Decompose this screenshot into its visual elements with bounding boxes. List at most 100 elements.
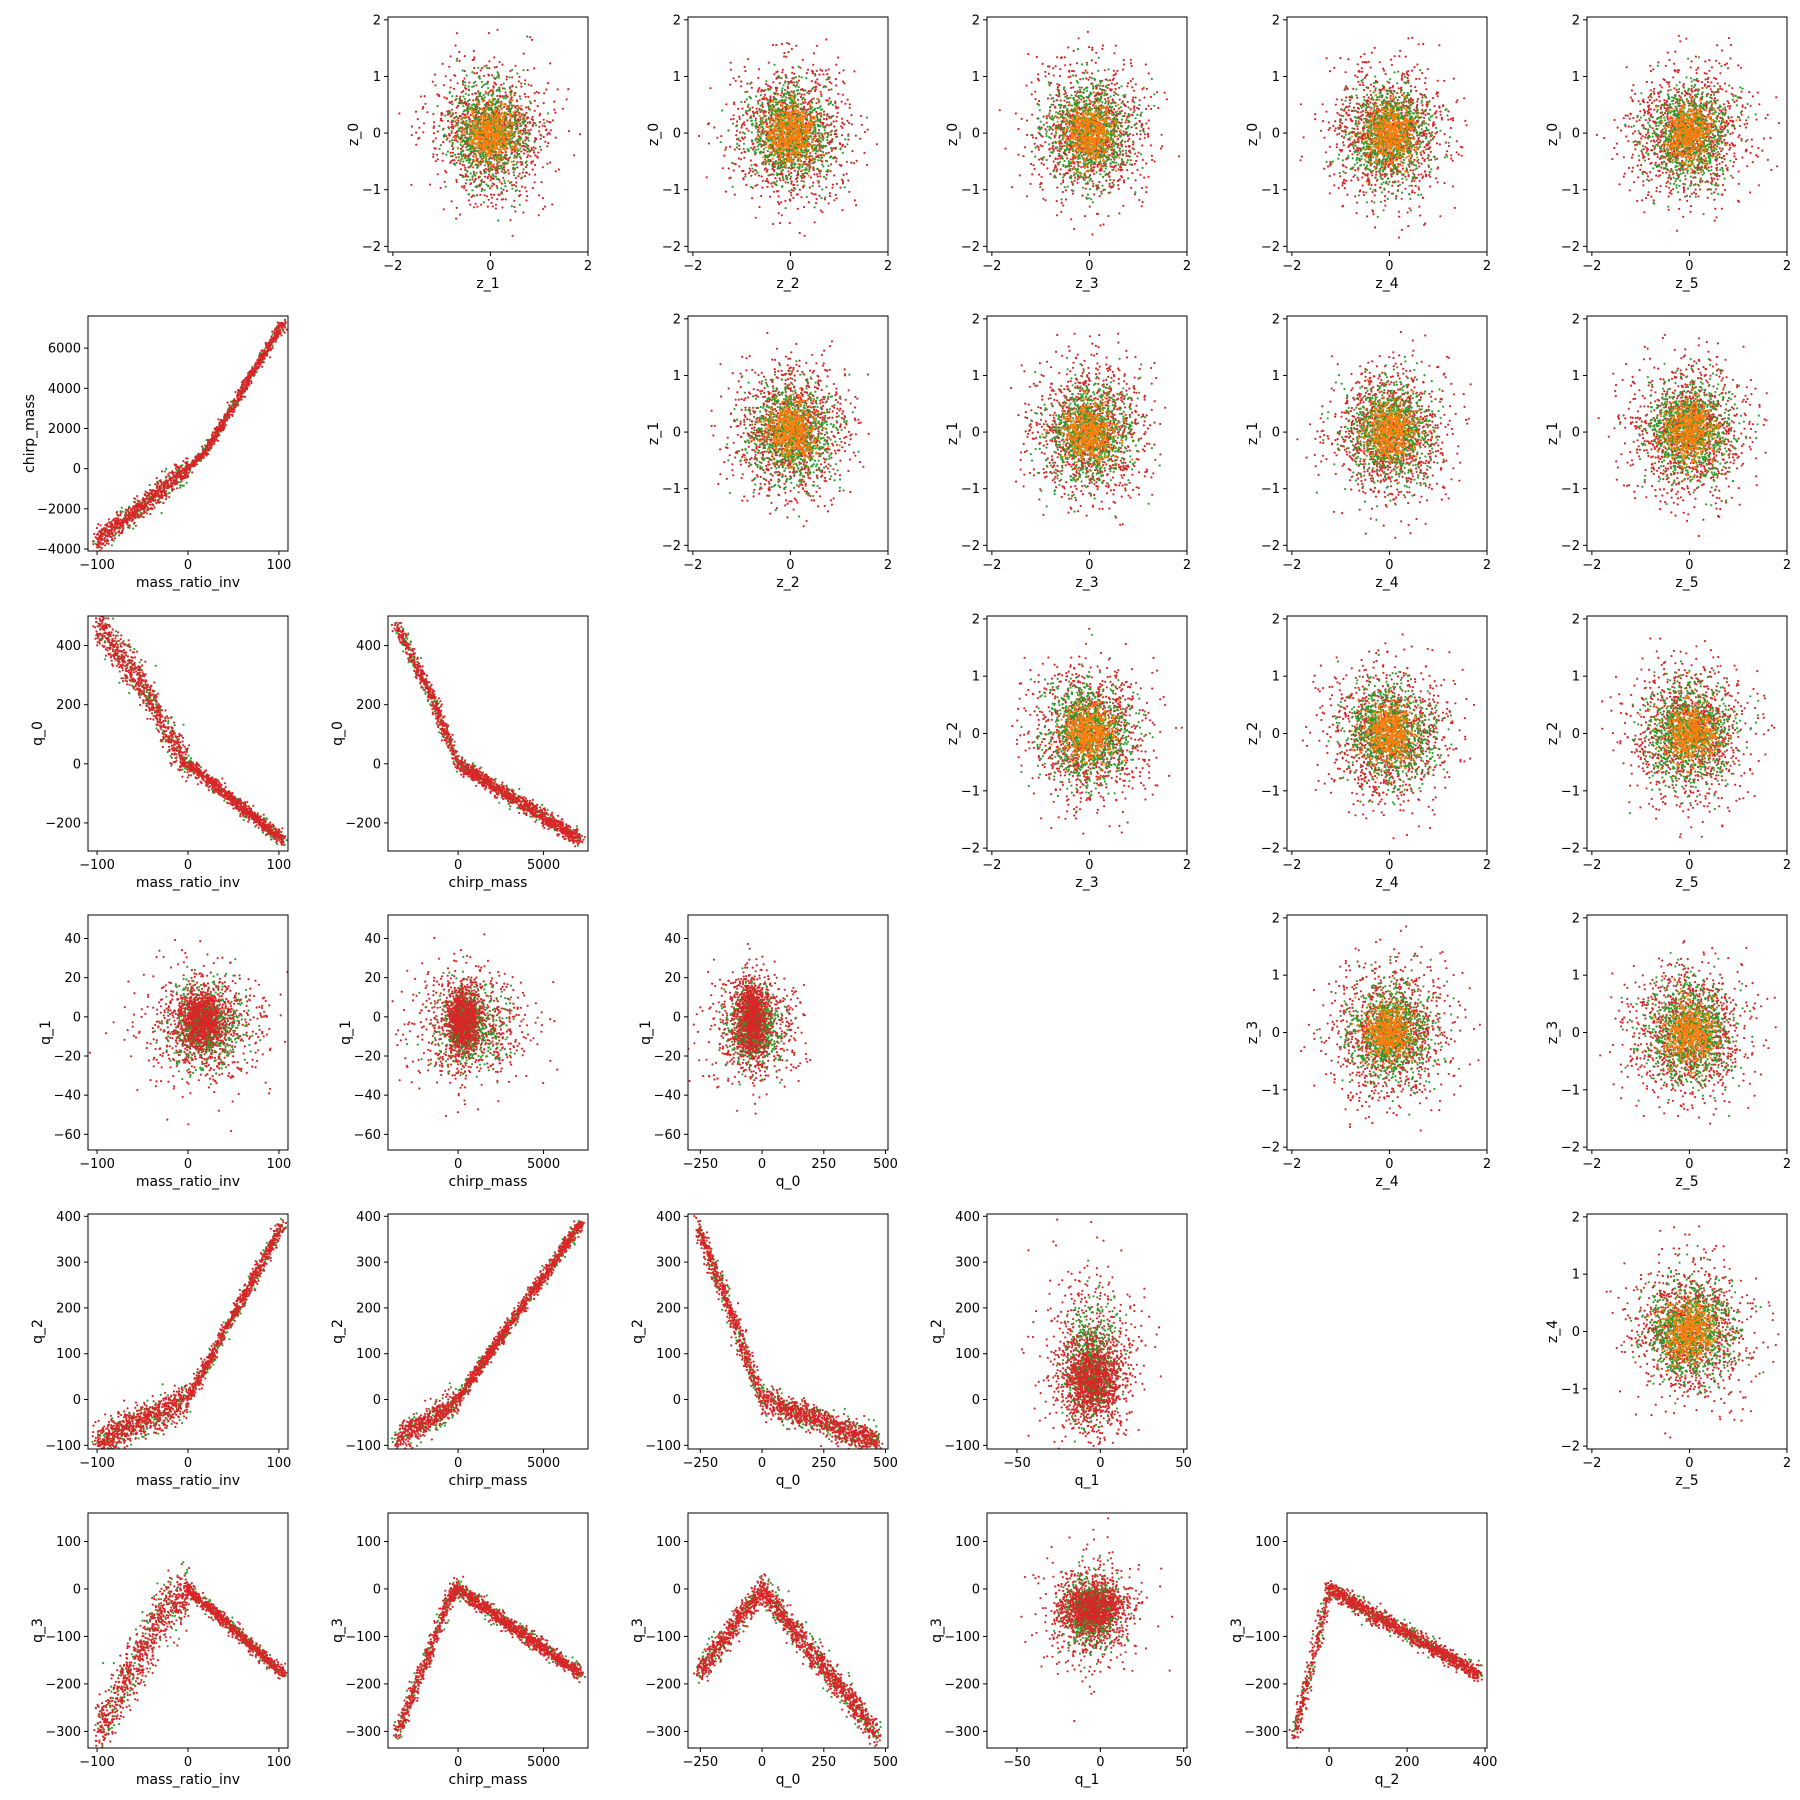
scatter-point	[781, 90, 783, 92]
scatter-point	[515, 163, 517, 165]
scatter-point	[473, 67, 475, 69]
scatter-point	[765, 83, 767, 85]
scatter-point	[769, 196, 771, 198]
scatter-point	[456, 58, 458, 60]
scatter-point	[469, 204, 471, 206]
scatter-point	[496, 29, 498, 31]
scatter-point	[536, 91, 538, 93]
scatter-point	[452, 152, 454, 154]
scatter-point	[798, 139, 800, 141]
scatter-point	[471, 114, 473, 116]
scatter-point	[775, 117, 777, 119]
scatter-point	[553, 109, 555, 111]
scatter-point	[469, 130, 471, 132]
scatter-point	[742, 114, 744, 116]
scatter-point	[415, 132, 417, 134]
scatter-point	[847, 99, 849, 101]
scatter-point	[855, 135, 857, 137]
scatter-point	[502, 177, 504, 179]
scatter-point	[486, 67, 488, 69]
scatter-point	[798, 75, 800, 77]
scatter-point	[491, 74, 493, 76]
scatter-point	[464, 157, 466, 159]
scatter-point	[790, 183, 792, 185]
scatter-point	[460, 115, 462, 117]
scatter-point	[519, 98, 521, 100]
scatter-point	[818, 156, 820, 158]
scatter-point	[490, 140, 492, 142]
scatter-point	[742, 177, 744, 179]
scatter-point	[492, 173, 494, 175]
scatter-point	[512, 114, 514, 116]
scatter-point	[482, 100, 484, 102]
scatter-point	[543, 136, 545, 138]
scatter-point	[456, 119, 458, 121]
scatter-point	[508, 135, 510, 137]
scatter-point	[761, 126, 763, 128]
scatter-point	[503, 141, 505, 143]
scatter-point	[842, 94, 844, 96]
scatter-point	[455, 179, 457, 181]
scatter-point	[773, 162, 775, 164]
scatter-point	[820, 209, 822, 211]
scatter-point	[486, 184, 488, 186]
scatter-point	[802, 169, 804, 171]
scatter-point	[506, 159, 508, 161]
scatter-point	[460, 101, 462, 103]
scatter-point	[511, 104, 513, 106]
scatter-point	[750, 117, 752, 119]
scatter-point	[534, 110, 536, 112]
scatter-point	[785, 103, 787, 105]
scatter-point	[545, 88, 547, 90]
scatter-point	[861, 124, 863, 126]
scatter-point	[768, 101, 770, 103]
scatter-point	[761, 102, 763, 104]
scatter-point	[532, 119, 534, 121]
scatter-point	[813, 169, 815, 171]
scatter-point	[802, 174, 804, 176]
scatter-point	[787, 182, 789, 184]
scatter-point	[725, 191, 727, 193]
scatter-point	[807, 144, 809, 146]
scatter-point	[1038, 149, 1040, 151]
scatter-point	[520, 82, 522, 84]
scatter-point	[495, 207, 497, 209]
scatter-point	[453, 88, 455, 90]
scatter-point	[842, 69, 844, 71]
scatter-point	[480, 183, 482, 185]
scatter-point	[757, 131, 759, 133]
scatter-point	[747, 106, 749, 108]
scatter-point	[788, 43, 790, 45]
scatter-point	[757, 100, 759, 102]
scatter-point	[833, 199, 835, 201]
scatter-point	[426, 111, 428, 113]
scatter-point	[485, 108, 487, 110]
scatter-point	[477, 146, 479, 148]
scatter-point	[822, 139, 824, 141]
scatter-point	[819, 132, 821, 134]
scatter-point	[841, 101, 843, 103]
scatter-point	[443, 84, 445, 86]
scatter-point	[800, 96, 802, 98]
scatter-point	[747, 110, 749, 112]
scatter-point	[542, 166, 544, 168]
scatter-point	[730, 62, 732, 64]
scatter-point	[501, 108, 503, 110]
scatter-point	[841, 118, 843, 120]
scatter-point	[795, 126, 797, 128]
scatter-point	[496, 162, 498, 164]
scatter-point	[514, 122, 516, 124]
scatter-point	[534, 174, 536, 176]
scatter-point	[504, 161, 506, 163]
scatter-point	[410, 184, 412, 186]
scatter-point	[489, 135, 491, 137]
scatter-point	[831, 140, 833, 142]
scatter-point	[808, 201, 810, 203]
scatter-point	[748, 96, 750, 98]
scatter-point	[765, 97, 767, 99]
scatter-point	[502, 157, 504, 159]
scatter-point	[519, 147, 521, 149]
scatter-point	[776, 90, 778, 92]
